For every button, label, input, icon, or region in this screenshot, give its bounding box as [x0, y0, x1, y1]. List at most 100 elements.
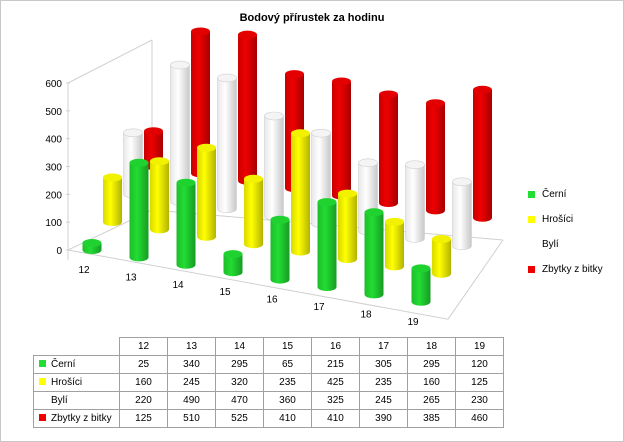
- table-cell: 390: [359, 409, 408, 428]
- bar: [405, 160, 425, 243]
- table-header-cell: 15: [263, 337, 312, 356]
- table-row-label: Zbytky z bitky: [33, 409, 120, 428]
- bar: [473, 85, 492, 222]
- bar: [364, 208, 384, 299]
- bar: [452, 177, 472, 251]
- y-tick-label: 500: [45, 107, 62, 118]
- table-cell: 160: [407, 373, 456, 392]
- table-cell: 460: [455, 409, 504, 428]
- table-cell: 325: [311, 391, 360, 410]
- bar: [197, 143, 216, 241]
- table-row: Zbytky z bitky 125 510 525 410 410 390 385 460: [33, 409, 504, 428]
- y-tick-label: 0: [56, 246, 62, 257]
- table-header-cell: 19: [455, 337, 504, 356]
- table-swatch: [39, 413, 46, 421]
- y-tick-label: 300: [45, 163, 62, 174]
- table-cell: 470: [215, 391, 264, 410]
- bar: [223, 250, 243, 277]
- table-header-cell: 14: [215, 337, 264, 356]
- table-cell: 125: [455, 373, 504, 392]
- table-row: Černí 25 340 295 65 215 305 295 120: [33, 355, 504, 374]
- table-header-cell: 12: [119, 337, 168, 356]
- table-cell: 525: [215, 409, 264, 428]
- legend-item: Černí: [528, 188, 603, 201]
- table-cell: 235: [263, 373, 312, 392]
- bar: [103, 173, 122, 226]
- table-cell: 215: [311, 355, 360, 374]
- x-tick-label: 17: [313, 302, 325, 313]
- table-cell: 295: [407, 355, 456, 374]
- bar: [82, 239, 102, 254]
- table-cell: 230: [455, 391, 504, 410]
- bar: [432, 235, 451, 278]
- table-row-label: Hrošíci: [33, 373, 120, 392]
- bar: [191, 27, 210, 178]
- table-cell: 125: [119, 409, 168, 428]
- data-table: 12 13 14 15 16 17 18 19 Černí 25 340 295 65 215 305 295…: [33, 337, 504, 428]
- table-row-label: Černí: [33, 355, 120, 374]
- table-cell: 25: [119, 355, 168, 374]
- table-header-cell: 17: [359, 337, 408, 356]
- bar: [411, 264, 431, 306]
- bar: [379, 90, 398, 207]
- y-axis-ticks: 0 100 200 300 400 500 600: [45, 79, 70, 257]
- table-cell: 360: [263, 391, 312, 410]
- bar: [426, 99, 445, 215]
- chart-title: Bodový přírustek za hodinu: [239, 12, 385, 24]
- bar: [332, 77, 351, 200]
- table-corner: [33, 337, 120, 356]
- legend-item: Zbytky z bitky: [528, 263, 603, 276]
- table-cell: 65: [263, 355, 312, 374]
- legend-swatch: [528, 191, 535, 198]
- bar: [176, 178, 196, 269]
- table-cell: 385: [407, 409, 456, 428]
- table-header-cell: 16: [311, 337, 360, 356]
- table-cell: 235: [359, 373, 408, 392]
- legend-label: Hrošíci: [542, 214, 574, 225]
- legend-item: Bylí: [528, 238, 603, 251]
- x-tick-label: 13: [125, 272, 137, 283]
- legend: Černí Hrošíci Bylí Zbytky z bitky: [528, 188, 603, 288]
- table-swatch: [39, 359, 46, 367]
- table-cell: 320: [215, 373, 264, 392]
- x-tick-label: 12: [78, 265, 90, 276]
- x-tick-label: 18: [360, 309, 372, 320]
- table-swatch: [39, 395, 46, 403]
- x-tick-label: 19: [407, 317, 419, 328]
- x-tick-label: 14: [172, 280, 184, 291]
- table-cell: 410: [263, 409, 312, 428]
- legend-item: Hrošíci: [528, 213, 603, 226]
- x-axis-ticks: 12 13 14 15 16 17 18 19: [78, 265, 419, 328]
- bar: [129, 158, 149, 262]
- legend-swatch: [528, 216, 535, 223]
- bar: [264, 111, 284, 221]
- table-cell: 425: [311, 373, 360, 392]
- x-tick-label: 16: [266, 295, 278, 306]
- table-cell: 245: [359, 391, 408, 410]
- legend-swatch: [528, 266, 535, 273]
- table-cell: 120: [455, 355, 504, 374]
- y-tick-label: 100: [45, 218, 62, 229]
- table-cell: 295: [215, 355, 264, 374]
- table-header-cell: 13: [167, 337, 216, 356]
- table-cell: 305: [359, 355, 408, 374]
- table-cell: 490: [167, 391, 216, 410]
- table-header-cell: 18: [407, 337, 456, 356]
- bar: [291, 129, 310, 256]
- bar: [270, 215, 290, 284]
- table-cell: 410: [311, 409, 360, 428]
- bar: [385, 217, 404, 271]
- table-row-label: Bylí: [33, 391, 120, 410]
- y-tick-label: 600: [45, 79, 62, 90]
- bar: [244, 174, 263, 249]
- bar: [338, 189, 357, 263]
- legend-label: Zbytky z bitky: [542, 264, 603, 275]
- table-cell: 220: [119, 391, 168, 410]
- table-cell: 265: [407, 391, 456, 410]
- bar: [217, 73, 237, 214]
- table-cell: 245: [167, 373, 216, 392]
- table-row: Bylí 220 490 470 360 325 245 265 230: [33, 391, 504, 410]
- y-tick-label: 400: [45, 135, 62, 146]
- table-row: Hrošíci 160 245 320 235 425 235 160 125: [33, 373, 504, 392]
